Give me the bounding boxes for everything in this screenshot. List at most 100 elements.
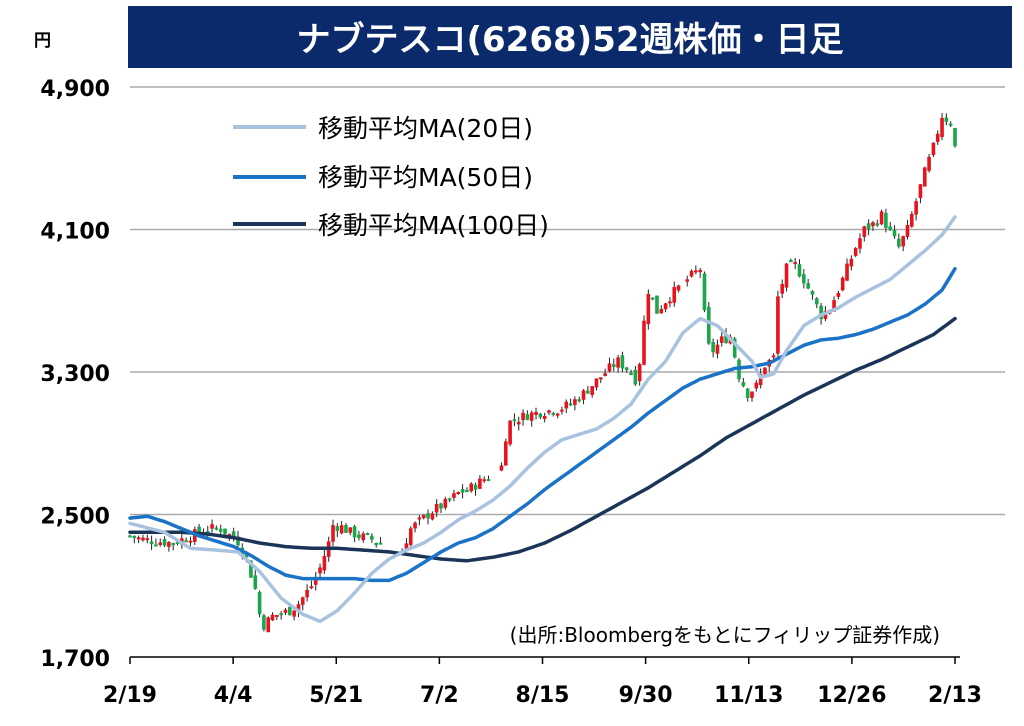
candle-body [288, 606, 292, 616]
candle-body [227, 534, 232, 537]
candle-body [378, 542, 383, 545]
candle-body [279, 613, 283, 616]
candle-body [300, 597, 305, 605]
candle-body [257, 592, 262, 615]
candle-body [460, 488, 465, 493]
y-tick-label: 4,100 [40, 220, 110, 245]
candle-body [832, 300, 836, 312]
x-tick-label: 7/2 [420, 683, 459, 708]
candle-body [538, 413, 543, 418]
candle-body [318, 567, 322, 574]
candle-body [534, 411, 538, 416]
candle-body [408, 528, 413, 545]
candle-body [763, 367, 767, 375]
candle-body [361, 533, 366, 541]
candle-body [586, 390, 590, 394]
candle-body [702, 273, 707, 311]
candle-body [434, 504, 439, 513]
candle-body [309, 586, 314, 589]
candle-body [236, 536, 240, 546]
candle-body [819, 305, 823, 320]
candle-body [797, 264, 802, 277]
candle-body [128, 535, 132, 538]
candle-body [305, 589, 309, 598]
candle-body [430, 513, 435, 520]
y-tick-label: 2,500 [40, 505, 110, 530]
candle-body [486, 479, 491, 482]
grid-lines [130, 86, 1005, 516]
candle-body [927, 156, 931, 171]
candle-body [922, 167, 927, 187]
title-banner [128, 6, 1012, 68]
ma20-line [128, 215, 957, 624]
candle-body [447, 498, 452, 501]
candle-body [905, 224, 910, 237]
x-tick-label: 2/19 [103, 683, 157, 708]
candle-body [858, 238, 862, 249]
x-tick-label: 12/26 [817, 683, 886, 708]
candle-body [421, 514, 426, 519]
candle-body [162, 539, 167, 546]
candle-body [771, 355, 776, 358]
y-axis-ticks: 1,700 2,500 3,300 4,100 4,900 [40, 77, 110, 672]
candle-body [154, 544, 158, 547]
candle-body [642, 320, 646, 365]
candle-body [452, 493, 456, 498]
candle-body [564, 401, 569, 409]
candle-body [573, 399, 577, 405]
plot-area [128, 78, 1010, 678]
candle-body [672, 287, 677, 303]
candle-body [499, 465, 504, 471]
candle-body [249, 560, 253, 578]
candle-body [167, 542, 171, 547]
candle-body [188, 540, 193, 543]
candle-body [357, 534, 361, 538]
candle-body [313, 576, 318, 585]
legend-label-ma20: 移動平均MA(20日) [318, 114, 533, 143]
chart-title: ナブテスコ(6268)52週株価・日足 [296, 20, 843, 60]
candle-body [629, 373, 633, 376]
candle-body [577, 399, 582, 402]
candle-body [417, 517, 422, 520]
candle-body [512, 419, 517, 422]
candle-body [439, 503, 443, 509]
candle-body [750, 391, 754, 398]
candle-body [853, 248, 858, 256]
candle-body [322, 556, 327, 571]
candle-body [624, 367, 629, 371]
candle-body [646, 293, 651, 325]
candle-body [849, 258, 854, 267]
candle-body [525, 414, 530, 420]
candle-body [875, 223, 880, 226]
candle-body [141, 537, 145, 541]
candle-body [275, 614, 279, 617]
candle-body [724, 334, 728, 344]
candle-body [270, 614, 275, 621]
candle-body [521, 412, 525, 421]
candle-body [948, 123, 953, 126]
candle-body [508, 420, 512, 445]
candle-body [542, 415, 547, 420]
candle-body [745, 388, 750, 398]
ma100-line [128, 316, 957, 563]
candle-body [339, 525, 344, 534]
candle-body [352, 526, 357, 538]
candle-body [711, 342, 715, 353]
candle-body [944, 117, 949, 122]
candle-body [465, 490, 469, 493]
x-tick-label: 9/30 [619, 683, 673, 708]
candle-body [473, 484, 478, 490]
candle-body [698, 269, 702, 273]
candle-body [663, 303, 668, 310]
candle-body [551, 412, 556, 415]
candle-body [676, 285, 681, 291]
candle-body [136, 537, 141, 540]
candle-body [620, 355, 625, 369]
candle-body [443, 498, 448, 508]
candle-body [292, 610, 296, 617]
candle-body [404, 543, 409, 550]
legend: 移動平均MA(20日) 移動平均MA(50日) 移動平均MA(100日) [233, 114, 549, 240]
candle-body [655, 295, 659, 314]
